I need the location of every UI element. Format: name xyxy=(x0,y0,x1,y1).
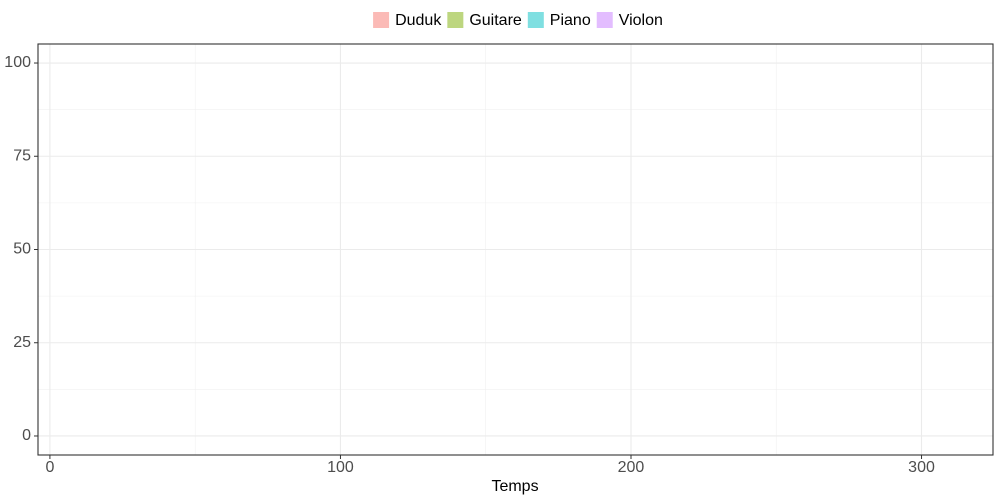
legend-label: Duduk xyxy=(395,12,442,29)
x-tick-label: 100 xyxy=(327,459,354,476)
x-tick-label: 300 xyxy=(908,459,935,476)
panel-border xyxy=(37,43,994,456)
legend-swatch xyxy=(527,12,544,28)
legend-label: Guitare xyxy=(469,12,522,29)
legend-swatch xyxy=(373,12,390,28)
x-tick-label: 200 xyxy=(618,459,645,476)
legend-label: Piano xyxy=(550,12,591,29)
y-tick-label: 0 xyxy=(22,427,31,444)
y-tick-label: 25 xyxy=(13,334,31,351)
y-tick-label: 50 xyxy=(13,241,31,258)
y-tick-label: 75 xyxy=(13,147,31,164)
legend-label: Violon xyxy=(619,12,663,29)
x-axis-label: Temps xyxy=(491,478,538,495)
x-tick-label: 0 xyxy=(45,459,54,476)
legend-swatch xyxy=(447,12,464,28)
legend-swatch xyxy=(596,12,613,28)
y-tick-label: 100 xyxy=(4,54,31,71)
